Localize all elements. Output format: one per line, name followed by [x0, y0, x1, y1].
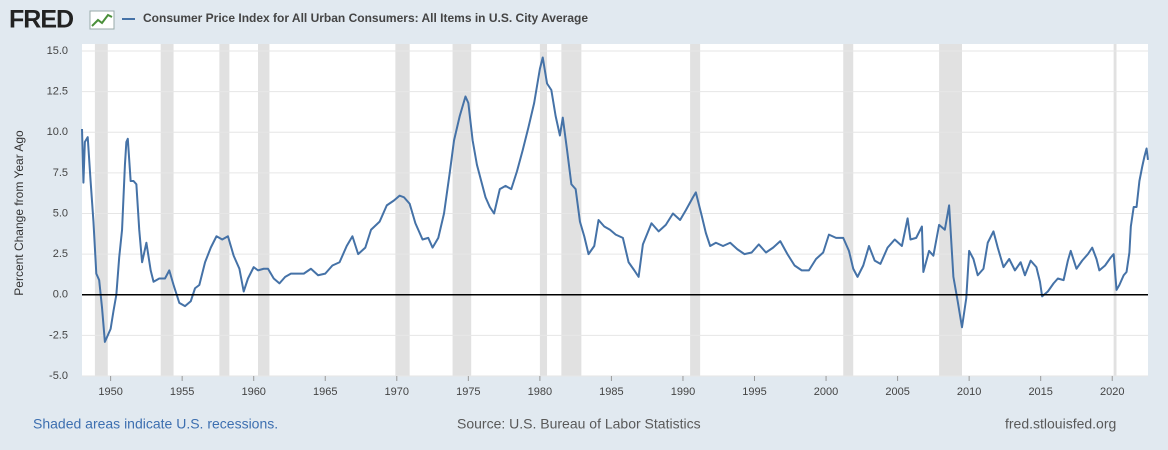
plot-area	[82, 44, 1148, 376]
recession-band	[690, 44, 701, 376]
recession-band	[939, 44, 962, 376]
x-tick-label: 1950	[98, 386, 122, 398]
x-tick-label: 2005	[885, 386, 909, 398]
site-url: fred.stlouisfed.org	[1005, 416, 1116, 432]
x-tick-label: 2010	[957, 386, 981, 398]
recession-band	[452, 44, 472, 376]
x-tick-label: 2000	[814, 386, 838, 398]
y-tick-label: 10.0	[47, 126, 68, 138]
y-axis-label: Percent Change from Year Ago	[12, 130, 26, 296]
x-tick-label: 1975	[456, 386, 480, 398]
y-tick-label: 7.5	[53, 167, 68, 179]
x-tick-label: 2015	[1028, 386, 1052, 398]
x-tick-label: 1995	[742, 386, 766, 398]
recession-band	[395, 44, 410, 376]
brand-logo: FRED	[9, 6, 73, 34]
y-tick-label: 12.5	[47, 86, 68, 98]
y-tick-label: -2.5	[49, 329, 68, 341]
recession-band	[539, 44, 548, 376]
x-tick-label: 1985	[599, 386, 623, 398]
recession-band	[160, 44, 174, 376]
x-tick-label: 1980	[528, 386, 552, 398]
recession-note: Shaded areas indicate U.S. recessions.	[33, 416, 278, 432]
y-tick-label: 2.5	[53, 248, 68, 260]
y-tick-label: 0.0	[53, 289, 68, 301]
recession-band	[561, 44, 582, 376]
y-tick-label: -5.0	[49, 370, 68, 382]
y-tick-label: 5.0	[53, 207, 68, 219]
logo-icon	[89, 10, 115, 30]
x-tick-label: 1990	[671, 386, 695, 398]
source-note: Source: U.S. Bureau of Labor Statistics	[457, 416, 701, 432]
y-tick-label: 15.0	[47, 45, 68, 57]
series-line	[81, 56, 1149, 343]
recession-band	[843, 44, 854, 376]
recession-band	[94, 44, 108, 376]
recession-band	[1113, 44, 1117, 376]
legend-label: Consumer Price Index for All Urban Consu…	[143, 11, 588, 25]
x-tick-label: 2020	[1100, 386, 1124, 398]
x-tick-label: 1960	[241, 386, 265, 398]
recession-band	[219, 44, 230, 376]
x-tick-label: 1965	[313, 386, 337, 398]
recession-band	[257, 44, 270, 376]
x-tick-label: 1955	[170, 386, 194, 398]
x-tick-label: 1970	[385, 386, 409, 398]
